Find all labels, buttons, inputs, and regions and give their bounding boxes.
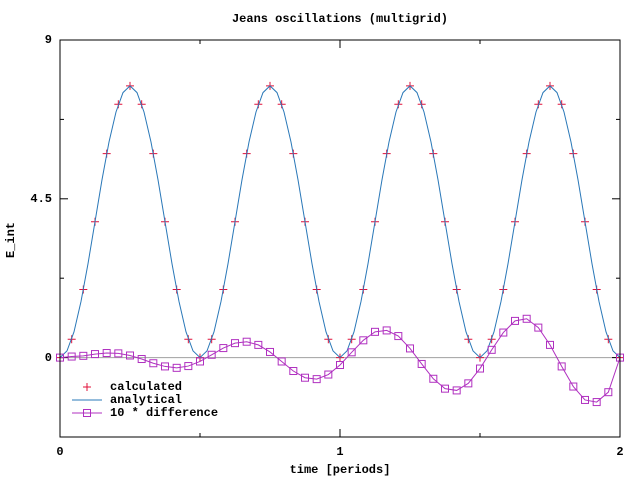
data-point: [604, 388, 613, 397]
y-tick-label: 0: [45, 351, 52, 365]
data-point: [557, 362, 566, 371]
series: [56, 81, 624, 362]
plot-frame: [59, 39, 621, 438]
data-point: [67, 352, 76, 361]
data-point: [161, 362, 169, 371]
data-point: [359, 336, 368, 345]
x-tick-label: 2: [616, 445, 623, 459]
data-point: [406, 344, 414, 353]
data-point: [382, 326, 391, 335]
series: [56, 314, 624, 407]
data-point: [149, 359, 158, 368]
data-point: [522, 314, 531, 323]
data-point: [126, 351, 134, 360]
data-point: [312, 375, 321, 384]
legend-entry: analytical: [72, 393, 182, 407]
x-tick-label: 1: [336, 445, 343, 459]
data-point: [429, 374, 438, 383]
data-point: [196, 357, 204, 366]
data-point: [347, 348, 356, 357]
data-point: [499, 328, 508, 337]
legend-label: calculated: [110, 380, 182, 394]
data-point: [91, 350, 99, 359]
data-point: [137, 355, 146, 364]
data-point: [231, 339, 239, 348]
data-point: [114, 349, 123, 358]
data-point: [184, 362, 193, 371]
data-point: [289, 367, 298, 376]
data-point: [581, 395, 589, 404]
legend-marker: [83, 383, 91, 391]
data-point: [546, 340, 554, 349]
data-point: [207, 350, 216, 359]
data-point: [301, 373, 309, 382]
y-tick-label: 4.5: [30, 192, 52, 206]
series: [59, 85, 621, 359]
legend-label: 10 * difference: [110, 406, 218, 420]
data-point: [371, 327, 379, 336]
y-axis-label: E_int: [4, 222, 18, 258]
data-point: [277, 357, 286, 366]
data-point: [336, 361, 344, 370]
legend-entry: 10 * difference: [72, 406, 218, 420]
x-axis-label: time [periods]: [290, 463, 391, 477]
data-point: [79, 351, 88, 360]
data-point: [254, 340, 263, 349]
chart-title: Jeans oscillations (multigrid): [232, 12, 448, 26]
series-line: [59, 85, 621, 359]
legend-entry: calculated: [83, 380, 182, 394]
data-point: [452, 386, 461, 395]
data-point: [102, 349, 111, 358]
data-point: [441, 384, 449, 393]
data-point: [172, 363, 181, 372]
series-line: [59, 318, 621, 403]
legend-label: analytical: [110, 393, 182, 407]
data-point: [592, 398, 601, 407]
legend-marker: [83, 409, 91, 417]
data-point: [534, 323, 543, 332]
data-point: [324, 370, 333, 379]
data-point: [464, 379, 473, 388]
data-point: [476, 364, 484, 373]
data-point: [511, 316, 519, 325]
data-point: [569, 382, 578, 391]
data-point: [219, 344, 228, 353]
data-point: [242, 337, 251, 346]
data-point: [266, 347, 274, 356]
x-tick-label: 0: [56, 445, 63, 459]
data-point: [394, 332, 403, 341]
data-point: [417, 359, 426, 368]
y-tick-label: 9: [45, 33, 52, 47]
data-point: [487, 345, 496, 354]
